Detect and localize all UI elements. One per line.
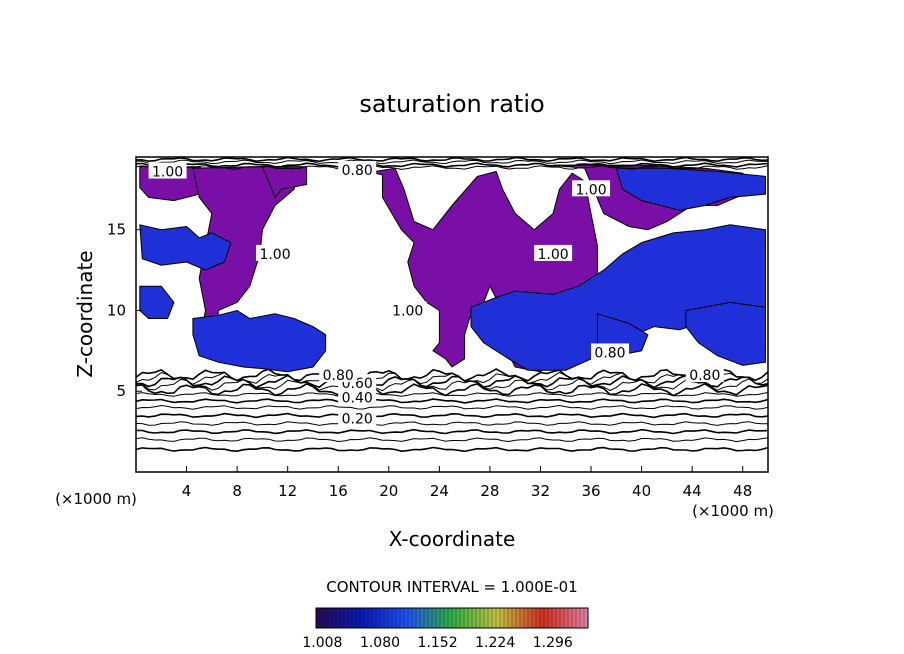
contour-line-8 [136, 382, 768, 397]
x-tick-label-8: 8 [232, 482, 242, 500]
contour-lines [136, 157, 768, 453]
x-tick-label-4: 4 [182, 482, 192, 500]
contour-label-bg-3 [319, 366, 358, 383]
region-near_saturation-2 [261, 166, 308, 199]
x-axis-label: X-coordinate [389, 527, 516, 551]
contour-label-3: 0.80 [323, 368, 354, 384]
x-tick-label-44: 44 [683, 482, 702, 500]
colorbar-label-0: 1.008 [302, 635, 342, 651]
contour-label-bg-1 [338, 388, 377, 405]
x-axis-ticks: 4 8 12 16 20 24 28 32 36 40 44 48 [182, 466, 752, 500]
contour-line-1 [136, 437, 768, 443]
contour-label-4: 0.80 [689, 368, 720, 384]
contour-label-6: 0.80 [342, 163, 373, 179]
contour-line-3 [136, 421, 768, 426]
y-axis-label: Z-coordinate [73, 250, 97, 377]
contour-line-0 [136, 446, 768, 453]
y-axis-ticks: 5 10 15 [107, 221, 142, 400]
plot-frame [135, 156, 769, 473]
plot-area: 0.200.400.600.80 0.800.800.801.001.001.00… [107, 156, 769, 500]
x-tick-label-32: 32 [531, 482, 550, 500]
contour-label-0: 0.20 [342, 412, 373, 428]
colorbar-bar [315, 607, 589, 629]
contour-label-5: 0.80 [594, 345, 625, 361]
colorbar-label-1: 1.080 [360, 635, 400, 651]
contour-line-12 [136, 368, 768, 382]
z-axis-unit-label: (×1000 m) [55, 490, 137, 508]
contour-label-8: 1.00 [259, 247, 290, 263]
y-tick-label-10: 10 [107, 301, 126, 319]
contour-line-13 [136, 165, 768, 170]
colorbar-labels: 1.008 1.080 1.152 1.224 1.296 [302, 635, 573, 651]
contour-line-14 [136, 162, 768, 168]
colorbar-label-2: 1.152 [418, 635, 458, 651]
region-supersaturated-7 [192, 309, 327, 373]
x-tick-label-16: 16 [329, 482, 348, 500]
y-tick-label-5: 5 [116, 382, 126, 400]
contour-interval-text: CONTOUR INTERVAL = 1.000E-01 [326, 578, 577, 596]
region-supersaturated-9 [615, 167, 766, 211]
x-tick-label-24: 24 [430, 482, 449, 500]
contour-label-bg-11 [572, 180, 611, 197]
x-axis-unit-label: (×1000 m) [692, 502, 774, 520]
x-tick-label-20: 20 [379, 482, 398, 500]
contour-line-2 [136, 428, 768, 435]
contour-line-6 [136, 398, 768, 404]
contour-label-bg-4 [685, 366, 724, 383]
colorbar: 1.008 1.080 1.152 1.224 1.296 [302, 607, 589, 651]
x-tick-label-36: 36 [581, 482, 600, 500]
contour-line-5 [136, 404, 768, 410]
region-supersaturated-5 [139, 224, 232, 271]
contour-label-bg-7 [148, 162, 187, 179]
contour-label-bg-8 [256, 244, 295, 261]
y-tick-label-15: 15 [107, 221, 126, 239]
contour-label-bg-5 [591, 343, 629, 360]
colorbar-ticks [319, 608, 585, 628]
contour-label-bg-9 [388, 301, 427, 318]
contour-label-11: 1.00 [575, 182, 606, 198]
contour-label-bg-10 [534, 244, 573, 261]
contour-label-9: 1.00 [392, 303, 423, 319]
contour-line-16 [136, 157, 768, 163]
contour-label-1: 0.40 [342, 391, 373, 407]
region-supersaturated-10 [685, 301, 766, 366]
contour-label-7: 1.00 [152, 165, 183, 181]
contour-line-7 [136, 392, 768, 397]
contour-label-bg-0 [338, 409, 377, 426]
x-tick-label-12: 12 [278, 482, 297, 500]
colorbar-label-4: 1.296 [533, 635, 573, 651]
colorbar-label-3: 1.224 [475, 635, 515, 651]
x-tick-label-28: 28 [480, 482, 499, 500]
contour-line-15 [136, 159, 768, 165]
x-tick-label-48: 48 [733, 482, 752, 500]
contour-labels: 0.200.400.600.80 0.800.800.801.001.001.00… [148, 160, 724, 428]
contour-line-4 [136, 412, 768, 419]
contour-label-bg-6 [338, 160, 377, 177]
x-tick-label-40: 40 [632, 482, 651, 500]
chart-title: saturation ratio [359, 90, 544, 118]
contour-label-10: 1.00 [538, 247, 569, 263]
